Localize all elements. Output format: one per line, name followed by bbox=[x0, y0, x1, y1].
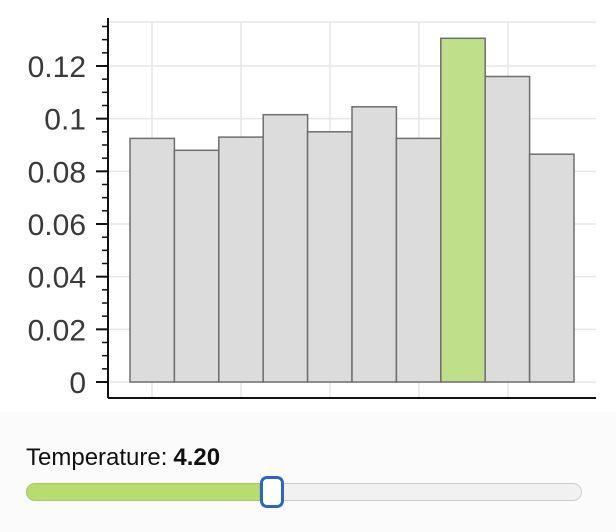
bar-9 bbox=[528, 153, 575, 383]
bar-7 bbox=[440, 37, 486, 383]
y-tick-label-3: 0.06 bbox=[28, 209, 86, 242]
bar-2 bbox=[218, 136, 264, 383]
y-tick-label-1: 0.02 bbox=[28, 314, 86, 347]
axes bbox=[107, 18, 596, 399]
y-tick-label-2: 0.04 bbox=[28, 262, 86, 295]
bar-0 bbox=[129, 137, 176, 383]
temperature-slider-fill bbox=[26, 483, 260, 501]
temperature-slider-thumb[interactable] bbox=[259, 476, 284, 508]
temperature-label: Temperature: bbox=[26, 444, 168, 471]
temperature-value: 4.20 bbox=[173, 444, 221, 471]
bar-1 bbox=[173, 149, 220, 383]
y-ticks: 0 0.02 0.04 0.06 0.08 0.1 0.12 bbox=[28, 25, 108, 400]
bar-6 bbox=[395, 137, 442, 383]
bar-3 bbox=[262, 113, 309, 383]
bar-chart: 0 0.02 0.04 0.06 0.08 0.1 0.12 bbox=[28, 18, 596, 400]
temperature-label-row: Temperature: 4.20 bbox=[26, 444, 220, 472]
y-tick-label-0: 0 bbox=[69, 367, 86, 400]
bar-5 bbox=[351, 106, 398, 383]
bar-chart-panel: 0 0.02 0.04 0.06 0.08 0.1 0.12 bbox=[27, 18, 596, 400]
bars bbox=[129, 37, 575, 383]
y-tick-label-4: 0.08 bbox=[28, 156, 86, 189]
y-tick-label-5: 0.1 bbox=[44, 104, 86, 137]
bar-8 bbox=[484, 75, 531, 383]
y-tick-label-6: 0.12 bbox=[28, 51, 86, 84]
bar-4 bbox=[306, 131, 353, 383]
controls-panel: Temperature: 4.20 bbox=[0, 412, 616, 532]
